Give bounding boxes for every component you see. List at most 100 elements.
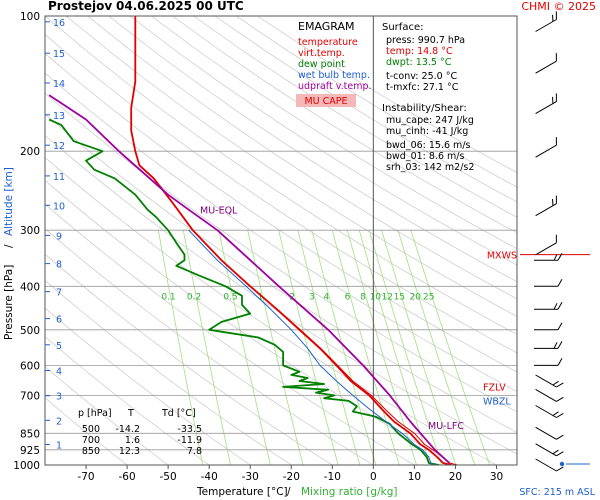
y-axis-label-altitude: Altitude [km] <box>3 167 15 236</box>
bwd06-value: bwd_06: 15.6 m/s <box>386 140 471 151</box>
surface-dwpt: dwpt: 13.5 °C <box>386 57 452 68</box>
altitude-tick-label: 3 <box>56 392 62 403</box>
credit: CHMI © 2025 <box>521 0 596 13</box>
table-row-1-t: -14.2 <box>115 424 140 435</box>
altitude-tick-label: 13 <box>53 111 65 122</box>
legend-item: dew point <box>298 59 345 70</box>
altitude-tick-label: 11 <box>53 172 65 183</box>
mixing-ratio-label: 4 <box>324 292 330 302</box>
altitude-tick-label: 2 <box>56 416 62 427</box>
y-axis-label: Pressure [hPa] <box>3 265 15 340</box>
mixing-ratio-line <box>247 230 304 465</box>
legend-item: virt.temp. <box>298 48 345 59</box>
pressure-tick-label: 300 <box>20 225 40 237</box>
altitude-tick-label: 8 <box>56 260 62 271</box>
dry-adiabat-line <box>87 16 517 300</box>
wind-barb <box>535 53 557 74</box>
altitude-tick-label: 7 <box>56 288 62 299</box>
table-row-2-td: -11.9 <box>177 435 202 446</box>
table-row-2-t: 1.6 <box>125 435 140 446</box>
mixing-ratio-line <box>278 230 339 465</box>
annotation-wbzl: WBZL <box>483 396 511 407</box>
table-row-3-td: 7.8 <box>187 446 202 457</box>
wind-barb <box>534 302 563 310</box>
altitude-tick-label: 12 <box>53 141 65 152</box>
altitude-tick-label: 10 <box>53 201 65 212</box>
x-tick-label: -50 <box>160 471 177 483</box>
datetime: 04.06.2025 00 UTC <box>116 0 244 13</box>
series-udpraft-v-temp <box>48 94 450 464</box>
table-row-2-p: 700 <box>82 435 100 446</box>
x-tick-label: -60 <box>119 471 136 483</box>
level-table: p [hPa] T Td [°C] 500 -14.2 -33.5 700 1.… <box>78 408 202 457</box>
pressure-tick-label: 600 <box>20 360 40 372</box>
mixing-ratio-label: 1 <box>257 292 263 302</box>
tconv: t-conv: 25.0 °C <box>386 71 457 82</box>
wind-barb <box>534 279 563 287</box>
table-header-td: Td [°C] <box>161 408 196 419</box>
y-axis-separator: / <box>3 244 15 248</box>
annotation-mu-lfc: MU-LFC <box>428 421 464 432</box>
altitude-tick-label: 6 <box>56 315 62 326</box>
pressure-tick-label: 850 <box>20 428 40 440</box>
series-wet-bulb-temp <box>188 229 436 465</box>
table-row-3-p: 850 <box>82 446 100 457</box>
dry-adiabat-line <box>193 16 517 218</box>
legend-title: EMAGRAM <box>298 20 355 33</box>
x-tick-label: -70 <box>77 471 94 483</box>
pressure-tick-label: 1000 <box>13 460 40 472</box>
mu-cape-label: MU CAPE <box>304 96 347 107</box>
altitude-tick-label: 9 <box>56 231 62 242</box>
instability-title: Instability/Shear: <box>382 103 467 114</box>
mu-cape-swatch <box>296 94 356 107</box>
mixing-ratio-label: 25 <box>423 292 434 302</box>
surface-wind-marker <box>559 461 565 467</box>
dry-adiabat-line <box>45 16 517 335</box>
dry-adiabat-line <box>214 16 517 203</box>
mixing-ratio-line <box>218 230 271 465</box>
wind-barb <box>535 458 564 472</box>
mu-cape-value: mu_cape: 247 J/kg <box>386 115 474 126</box>
wind-barb <box>535 443 564 457</box>
mixing-ratio-line <box>397 230 476 465</box>
mu-cinh-value: mu_cinh: -41 J/kg <box>386 126 468 137</box>
pressure-grid <box>45 16 517 465</box>
dry-adiabat-line <box>65 16 517 317</box>
mixing-ratio-label: 6 <box>345 292 351 302</box>
mixing-ratio-line <box>410 230 491 465</box>
annotation-mu-eql: MU-EQL <box>200 206 238 217</box>
table-header-t: T <box>127 408 134 419</box>
wind-barbs <box>534 11 590 472</box>
annotation-fzlv: FZLV <box>483 382 506 393</box>
table-header-p: p [hPa] <box>78 408 112 419</box>
x-axis-separator: / <box>287 486 291 498</box>
x-tick-label: -10 <box>324 471 341 483</box>
mixing-ratio-line <box>358 230 431 465</box>
wind-barb <box>535 234 557 256</box>
x-axis-title: Temperature [°C] / Mixing ratio [g/kg] <box>196 486 397 498</box>
table-row-1-td: -33.5 <box>177 424 202 435</box>
pressure-tick-label: 400 <box>20 281 40 293</box>
mixing-ratio-labels: 0.1 0.2 0.5 1 2 3 4 6 8 10 12 15 20 25 <box>161 292 434 302</box>
plot-frame <box>44 15 518 466</box>
x-tick-label: -20 <box>283 471 300 483</box>
mixing-ratio-label: 20 <box>410 292 422 302</box>
bwd01-value: bwd_01: 8.6 m/s <box>386 151 464 162</box>
mixing-ratio-label: 0.5 <box>223 292 237 302</box>
mixing-ratio-label: 12 <box>382 292 393 302</box>
altitude-tick-label: 4 <box>56 367 62 378</box>
mixing-ratio-label: 0.1 <box>161 292 175 302</box>
pressure-tick-label: 700 <box>20 390 40 402</box>
surface-elevation: SFC: 215 m ASL <box>519 487 595 498</box>
altitude-tick-label: 15 <box>53 49 65 60</box>
x-tick-label: 30 <box>490 471 503 483</box>
wind-barb <box>534 358 563 366</box>
series-dew-point <box>48 118 440 465</box>
mixing-ratio-line <box>368 230 442 465</box>
surface-press: press: 990.7 hPa <box>386 35 465 46</box>
wind-barb <box>535 388 564 402</box>
x-axis-label-mixing-ratio: Mixing ratio [g/kg] <box>301 486 397 498</box>
mixing-ratio-label: 3 <box>309 292 315 302</box>
dry-adiabat-line <box>129 16 517 266</box>
pressure-tick-label: 200 <box>20 146 40 158</box>
